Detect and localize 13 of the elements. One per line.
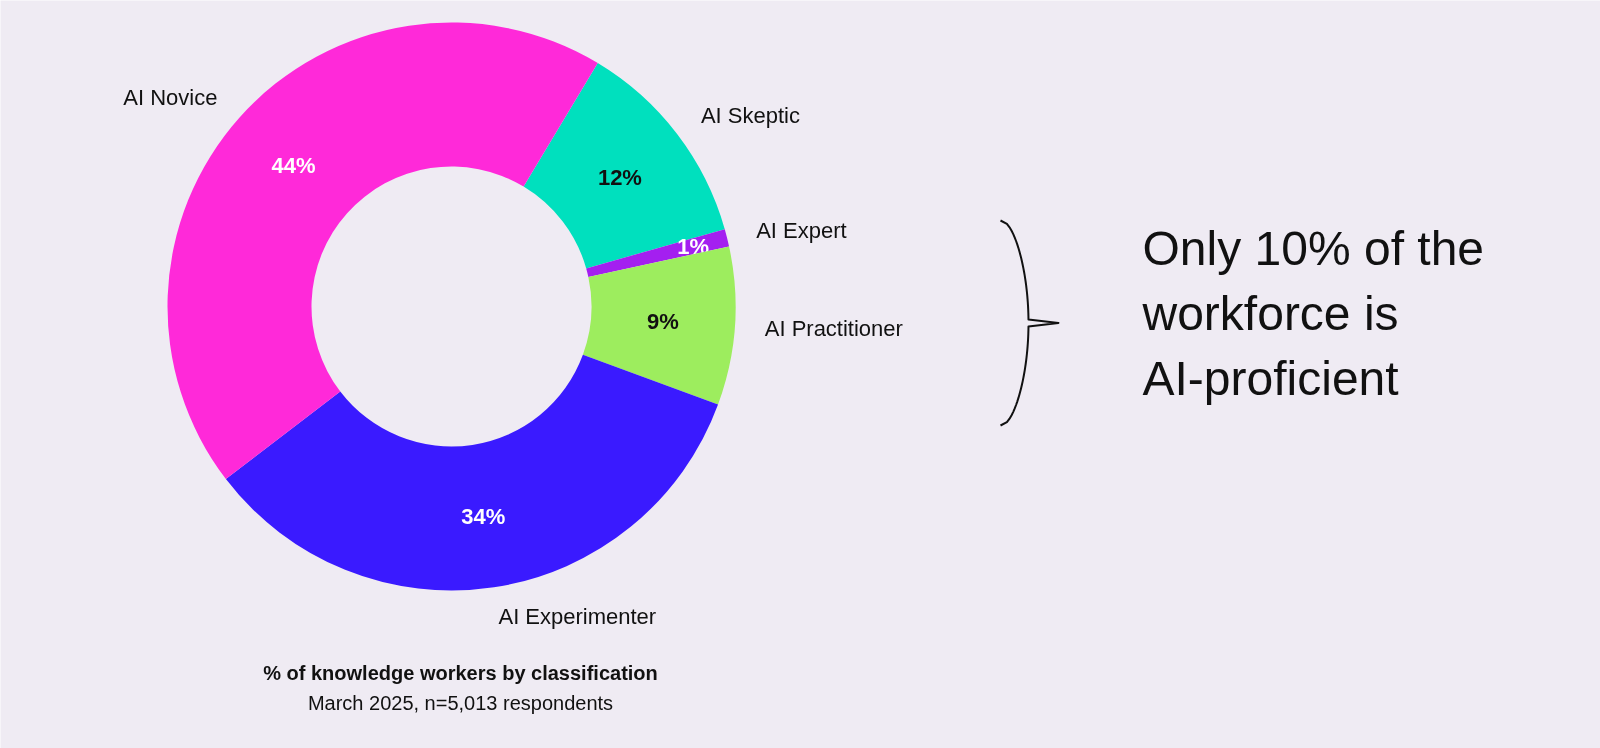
- data-label: 34%: [461, 503, 506, 529]
- data-label: 44%: [271, 152, 316, 178]
- text: March 2025, n=5,013 respondents: [307, 691, 614, 714]
- slice-label: AI Skeptic: [700, 103, 800, 129]
- data-label: 1%: [677, 233, 709, 259]
- text: % of knowledge workers by classification: [263, 661, 658, 684]
- text: Only 10% of the workforce is AI-proficient: [1141, 222, 1485, 405]
- slice-label: AI Practitioner: [764, 315, 903, 341]
- slice-label: AI Experimenter: [498, 604, 657, 630]
- slice-label: AI Expert: [756, 218, 847, 244]
- slice-label: AI Novice: [123, 84, 218, 110]
- data-label: 12%: [597, 165, 642, 191]
- data-label: 9%: [647, 308, 679, 334]
